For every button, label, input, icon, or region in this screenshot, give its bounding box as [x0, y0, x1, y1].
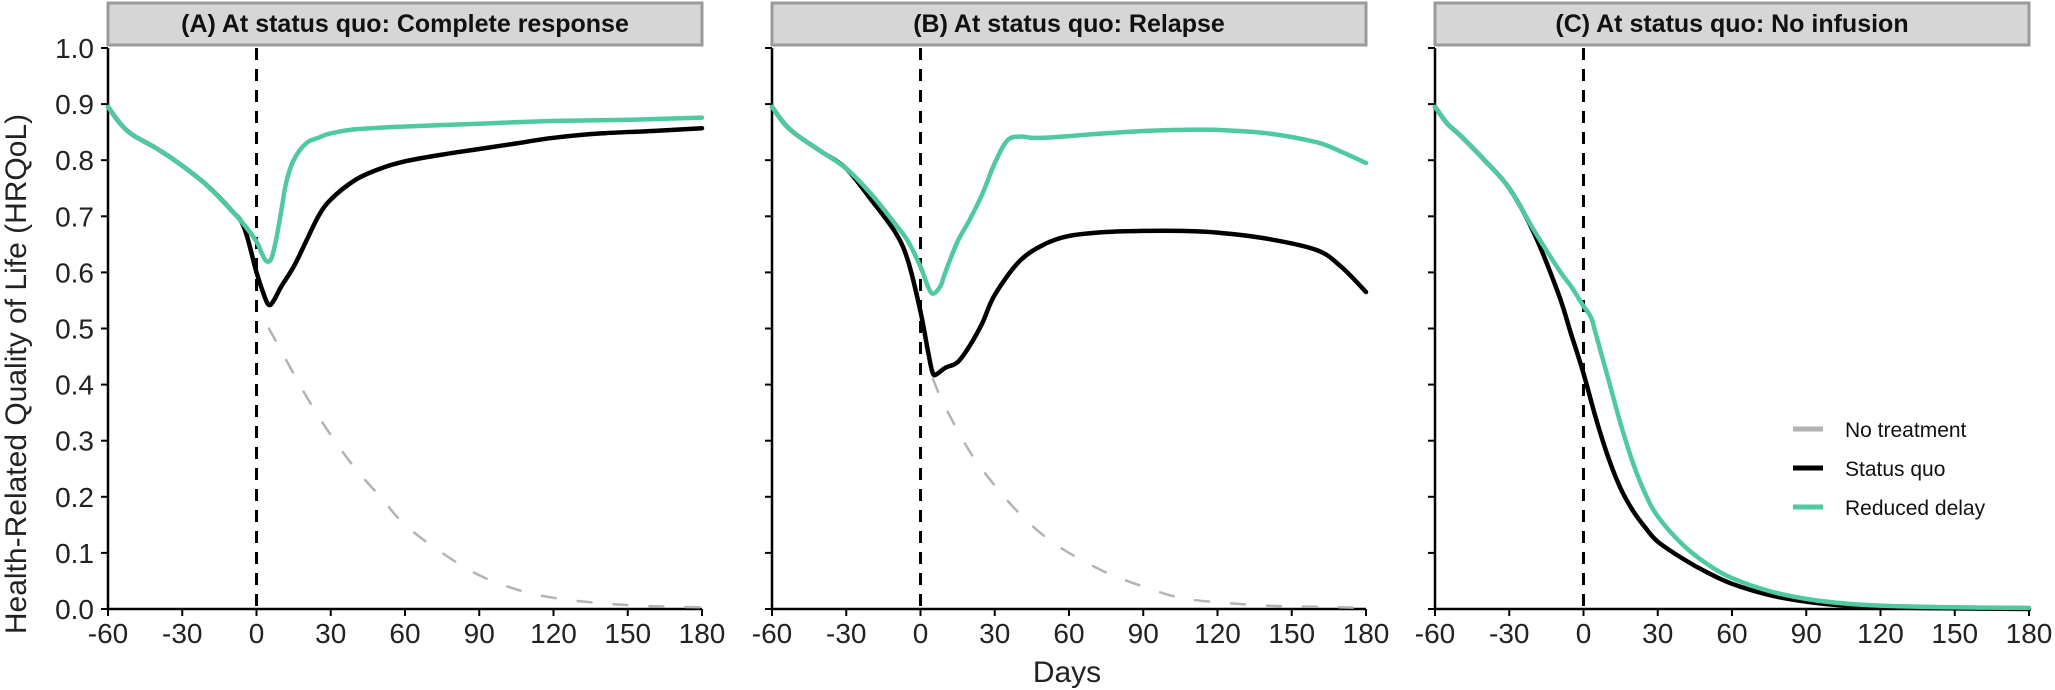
series-line-no-treatment [931, 377, 1368, 610]
y-tick-label: 0.7 [55, 201, 94, 232]
series-line-no-treatment [267, 327, 704, 609]
x-tick-label: 60 [1053, 618, 1084, 649]
x-tick-label: -60 [88, 618, 128, 649]
panel-b-strip [770, 1, 1368, 47]
x-tick-label: 90 [464, 618, 495, 649]
y-tick-label: 0.0 [55, 594, 94, 625]
series-line-reduced-delay [105, 104, 705, 264]
legend-label: Reduced delay [1845, 497, 1986, 520]
x-tick-label: 60 [389, 618, 420, 649]
y-tick-labels: 0.0 0.1 0.2 0.3 0.4 0.5 0.6 0.7 0.8 0.9 1.0 [55, 33, 94, 625]
y-tick-label: 0.6 [55, 257, 94, 288]
x-tick-label: -30 [826, 618, 866, 649]
y-tick-label: 0.3 [55, 426, 94, 457]
panel-b-plot: -60 -30 0 30 60 90 120 150 180 [752, 47, 1390, 649]
y-axis-title: Health-Related Quality of Life (HRQoL) [0, 114, 33, 634]
y-tick-label: 0.5 [55, 314, 94, 345]
panel-a: (A) At status quo: Complete response -60… [88, 1, 726, 649]
series-line-status-quo [1432, 104, 2032, 612]
panel-a-title: (A) At status quo: Complete response [181, 10, 629, 38]
x-tick-label: 180 [679, 618, 726, 649]
x-tick-label: 150 [1268, 618, 1315, 649]
x-tick-label: -60 [1415, 618, 1455, 649]
x-tick-label: 0 [249, 618, 265, 649]
series-line-status-quo [769, 104, 1369, 378]
x-tick-label: 180 [2006, 618, 2053, 649]
legend-label: Status quo [1845, 458, 1945, 481]
x-tick-label: 0 [913, 618, 929, 649]
x-tick-label: 120 [530, 618, 577, 649]
x-tick-label: 120 [1857, 618, 1904, 649]
x-tick-label: 30 [315, 618, 346, 649]
x-tick-label: -30 [162, 618, 202, 649]
x-tick-label: 30 [979, 618, 1010, 649]
panel-a-plot: -60 -30 0 30 60 90 120 150 180 [88, 47, 726, 649]
y-tick-label: 0.2 [55, 482, 94, 513]
x-tick-label: 90 [1128, 618, 1159, 649]
legend-label: No treatment [1845, 419, 1967, 442]
x-tick-label: -60 [752, 618, 792, 649]
legend: No treatment Status quo Reduced delay [1793, 419, 1986, 520]
x-tick-label: 60 [1716, 618, 1747, 649]
panel-c-title: (C) At status quo: No infusion [1555, 10, 1908, 38]
y-tick-label: 0.4 [55, 370, 94, 401]
panel-a-strip [106, 1, 704, 47]
series-line-status-quo [105, 104, 705, 308]
x-tick-label: 120 [1194, 618, 1241, 649]
x-tick-label: 90 [1791, 618, 1822, 649]
x-axis-title: Days [1033, 656, 1101, 689]
y-tick-label: 0.9 [55, 89, 94, 120]
x-tick-label: 180 [1343, 618, 1390, 649]
x-tick-label: 150 [604, 618, 651, 649]
panel-c-strip [1433, 1, 2031, 47]
y-tick-label: 0.8 [55, 145, 94, 176]
panel-c: (C) At status quo: No infusion -60 -30 0 30… [1415, 1, 2053, 649]
panel-c-plot: -60 -30 0 30 60 90 120 150 180 [1415, 47, 2053, 649]
series-line-reduced-delay [1432, 104, 2032, 611]
x-tick-label: 150 [1931, 618, 1978, 649]
panel-b-title: (B) At status quo: Relapse [913, 10, 1225, 38]
x-tick-label: 30 [1642, 618, 1673, 649]
panel-b: (B) At status quo: Relapse -60 -30 0 30 60 90… [752, 1, 1390, 649]
x-tick-label: -30 [1489, 618, 1529, 649]
y-tick-label: 0.1 [55, 538, 94, 569]
series-line-reduced-delay [769, 104, 1369, 296]
x-tick-label: 0 [1576, 618, 1592, 649]
y-tick-label: 1.0 [55, 33, 94, 64]
